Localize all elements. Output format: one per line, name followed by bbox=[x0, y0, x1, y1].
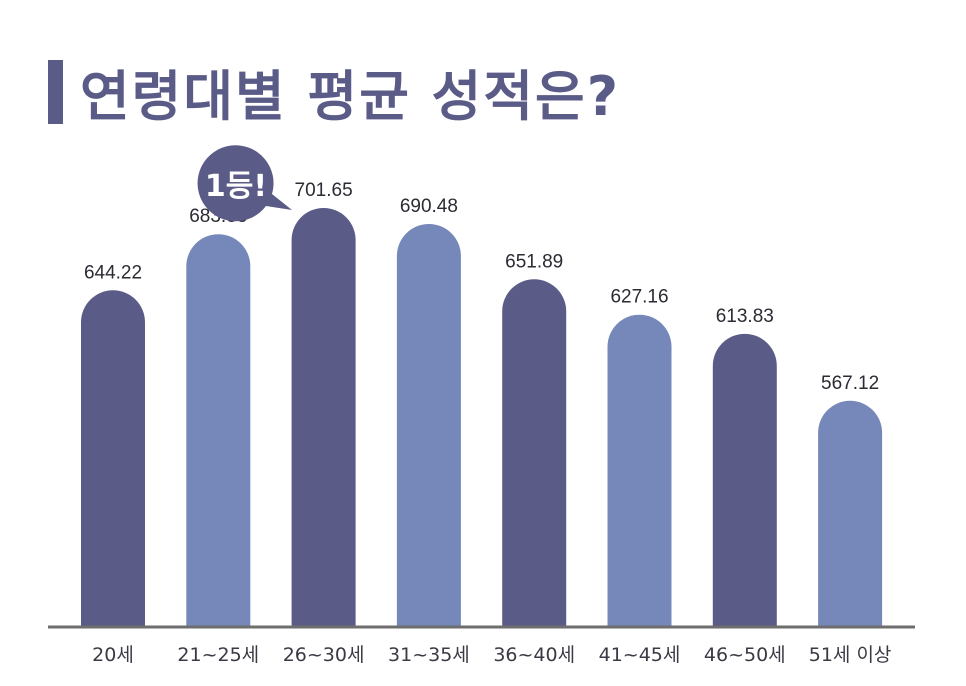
bar-8 bbox=[818, 400, 883, 626]
category-label-6: 41~45세 bbox=[599, 644, 681, 666]
badge-bubble bbox=[197, 145, 292, 222]
category-label-5: 36~40세 bbox=[493, 644, 575, 666]
category-label-4: 31~35세 bbox=[388, 644, 470, 666]
bar-7 bbox=[712, 333, 777, 626]
value-label-1: 644.22 bbox=[84, 262, 142, 283]
bar-6 bbox=[607, 314, 672, 626]
value-label-5: 651.89 bbox=[505, 251, 563, 272]
bar-5 bbox=[502, 279, 567, 626]
first-place-badge: 1등! bbox=[197, 145, 292, 222]
bar-3 bbox=[291, 207, 356, 627]
bar-2 bbox=[186, 234, 251, 626]
category-label-8: 51세 이상 bbox=[809, 644, 892, 666]
bar-1 bbox=[81, 290, 145, 626]
value-label-6: 627.16 bbox=[610, 287, 668, 308]
category-label-3: 26~30세 bbox=[283, 644, 365, 666]
value-label-8: 567.12 bbox=[821, 373, 879, 394]
category-label-1: 20세 bbox=[92, 644, 134, 666]
value-label-4: 690.48 bbox=[400, 196, 458, 217]
value-label-7: 613.83 bbox=[716, 306, 774, 327]
page-title: 연령대별 평균 성적은? bbox=[80, 65, 621, 128]
category-label-7: 46~50세 bbox=[704, 644, 786, 666]
value-label-3: 701.65 bbox=[295, 180, 353, 201]
category-label-2: 21~25세 bbox=[177, 644, 259, 666]
bar-4 bbox=[396, 223, 461, 626]
title-accent-bar bbox=[48, 60, 63, 124]
badge-text: 1등! bbox=[205, 169, 267, 204]
